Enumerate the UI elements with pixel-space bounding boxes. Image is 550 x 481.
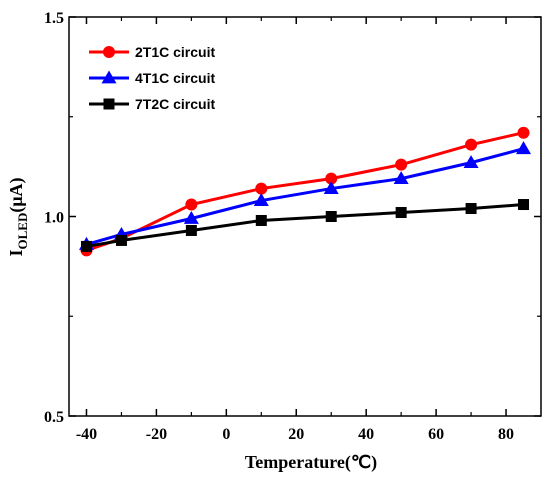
- legend-label: 2T1C circuit: [135, 44, 215, 60]
- axis-ticks: -40 -20 0 20 40 60 80 0.5 1.0 1.5: [44, 10, 541, 443]
- legend-item-2t1c: 2T1C circuit: [89, 44, 215, 60]
- x-tick-label: 40: [358, 426, 374, 443]
- data-point-7t2c: [395, 207, 407, 219]
- data-point-7t2c: [115, 234, 127, 246]
- svg-text:IOLED(μA): IOLED(μA): [6, 177, 30, 256]
- data-point-2t1c: [517, 126, 530, 139]
- legend-marker: [101, 70, 117, 84]
- data-point-7t2c: [185, 224, 197, 236]
- y-tick-label: 0.5: [44, 409, 64, 426]
- data-point-7t2c: [465, 203, 477, 215]
- y-axis-title-main: I: [6, 250, 26, 257]
- legend-marker: [103, 98, 115, 110]
- data-point-4t1c: [463, 155, 479, 169]
- series-line-7t2c: [86, 203, 524, 248]
- legend-item-4t1c: 4T1C circuit: [89, 70, 215, 86]
- y-axis-title-unit: (μA): [6, 177, 27, 212]
- data-point-4t1c: [516, 141, 532, 155]
- data-point-7t2c: [325, 211, 337, 222]
- y-axis-title: IOLED(μA): [6, 177, 30, 256]
- legend-label: 7T2C circuit: [135, 96, 215, 112]
- x-tick-label: -20: [146, 426, 167, 443]
- data-point-2t1c: [465, 138, 478, 151]
- data-point-4t1c: [253, 193, 269, 206]
- data-point-4t1c: [183, 210, 199, 224]
- data-point-7t2c: [255, 214, 267, 226]
- series-line-4t1c: [86, 147, 524, 246]
- legend-marker: [103, 46, 115, 58]
- x-tick-label: 80: [498, 426, 514, 443]
- data-point-2t1c: [185, 198, 198, 211]
- data-point-2t1c: [395, 158, 408, 171]
- legend-item-7t2c: 7T2C circuit: [89, 96, 215, 112]
- series-4t1c: [78, 141, 532, 250]
- y-axis-title-subscript: OLED: [15, 213, 30, 250]
- data-point-7t2c: [518, 199, 530, 211]
- x-tick-label: 20: [288, 426, 304, 443]
- series-7t2c: [80, 199, 530, 252]
- data-point-7t2c: [80, 240, 92, 252]
- data-point-4t1c: [393, 171, 409, 184]
- series-layer: [78, 126, 532, 257]
- x-tick-label: 60: [428, 426, 444, 443]
- data-point-2t1c: [325, 172, 338, 185]
- legend: 2T1C circuit 4T1C circuit 7T2C circuit: [89, 44, 215, 112]
- x-tick-label: -40: [76, 426, 97, 443]
- x-axis-title: Temperature(℃): [245, 452, 377, 473]
- data-point-2t1c: [255, 182, 268, 195]
- x-tick-label: 0: [222, 426, 230, 443]
- data-point-4t1c: [323, 181, 339, 194]
- y-tick-label: 1.5: [44, 10, 64, 27]
- legend-label: 4T1C circuit: [135, 70, 215, 86]
- y-tick-label: 1.0: [44, 210, 64, 227]
